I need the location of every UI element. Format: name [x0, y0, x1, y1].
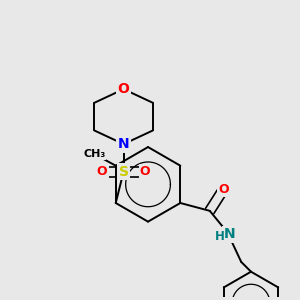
Text: N: N: [118, 137, 129, 151]
Text: O: O: [218, 183, 229, 196]
Text: O: O: [140, 165, 151, 178]
Text: N: N: [224, 227, 235, 242]
Text: O: O: [118, 82, 130, 96]
Text: O: O: [97, 165, 107, 178]
Text: CH₃: CH₃: [83, 149, 105, 159]
Text: H: H: [215, 230, 224, 243]
Text: S: S: [118, 165, 129, 178]
